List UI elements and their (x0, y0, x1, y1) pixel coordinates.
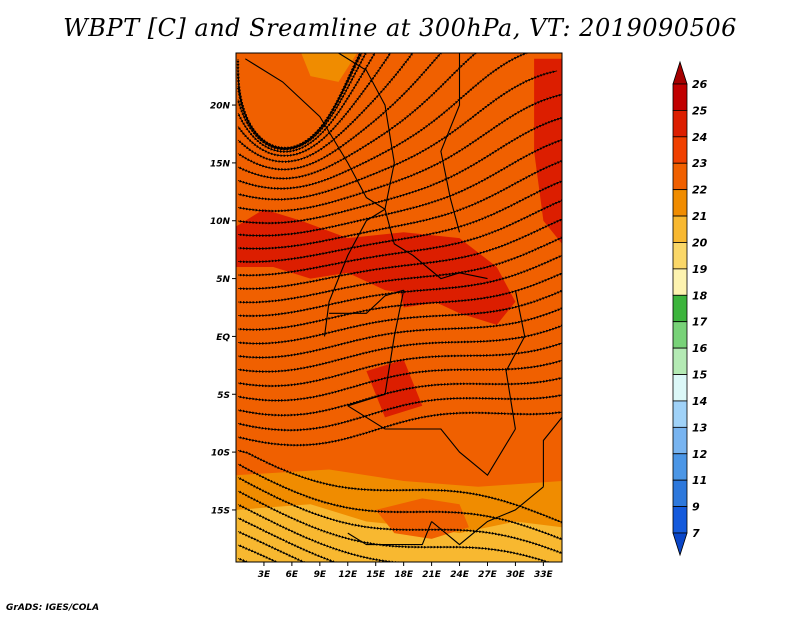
map-frame (235, 52, 563, 563)
colorbar-label: 22 (692, 184, 708, 197)
colorbar-segment (672, 506, 688, 534)
colorbar-segment (672, 479, 688, 507)
country-border (347, 521, 433, 546)
colorbar-segment (672, 162, 688, 191)
country-border (431, 486, 544, 546)
colorbar-label: 23 (692, 157, 708, 170)
colorbar-segment (672, 268, 688, 296)
colorbar-label: 24 (692, 131, 707, 144)
colorbar-label: 18 (692, 289, 708, 302)
colorbar-segment (672, 110, 688, 138)
country-border (347, 405, 516, 477)
lat-tick-label: EQ (216, 333, 230, 343)
colorbar-label: 14 (692, 395, 707, 408)
colorbar-label: 21 (692, 210, 707, 223)
lon-tick-label: 18E (394, 570, 414, 580)
colorbar-label: 20 (692, 236, 708, 249)
country-border (542, 417, 562, 487)
colorbar-label: 9 (692, 501, 700, 514)
colorbar-top-arrow (672, 60, 688, 85)
lon-tick-label: 33E (534, 570, 554, 580)
lat-tick-label: 10S (211, 449, 230, 459)
colorbar-segment (672, 242, 688, 270)
colorbar-label: 16 (692, 342, 708, 355)
lon-tick-label: 30E (506, 570, 526, 580)
country-borders (245, 53, 562, 546)
colorbar-bottom-arrow (672, 532, 688, 557)
colorbar-label: 12 (692, 448, 708, 461)
colorbar-segment (672, 83, 688, 111)
colorbar-label: 15 (692, 369, 708, 382)
colorbar-label: 19 (692, 263, 708, 276)
colorbar-segment (672, 189, 688, 217)
colorbar: 26 25 24 23 22 21 20 19 18 17 16 15 14 13 12 11 9 7 (672, 60, 708, 557)
lon-tick-label: 9E (314, 570, 327, 580)
latitude-axis: 20N 15N 10N 5N EQ 5S 10S 15S (210, 102, 236, 516)
country-border (384, 209, 488, 280)
chart-title: WBPT [C] and Sreamline at 300hPa, VT: 20… (63, 14, 737, 42)
lon-tick-label: 12E (338, 570, 358, 580)
lon-tick-label: 15E (366, 570, 386, 580)
country-border (440, 53, 461, 233)
lat-tick-label: 20N (210, 102, 231, 112)
colorbar-segment (672, 400, 688, 428)
lon-tick-label: 24E (450, 570, 470, 580)
country-border (347, 289, 405, 407)
streamline (237, 557, 255, 562)
country-border (338, 53, 395, 210)
colorbar-segment (672, 215, 688, 243)
lat-tick-label: 10N (210, 217, 231, 227)
country-border (245, 58, 386, 210)
country-border (329, 289, 404, 314)
colorbar-segment (672, 426, 688, 455)
lat-tick-label: 15S (211, 506, 230, 516)
lat-tick-label: 5S (217, 391, 230, 401)
lon-tick-label: 6E (286, 570, 299, 580)
lat-tick-label: 5N (216, 275, 230, 285)
grads-credit: GrADS: IGES/COLA (6, 603, 100, 613)
country-border (323, 208, 386, 337)
colorbar-segment (672, 374, 688, 402)
country-border (505, 289, 526, 430)
streamline (237, 544, 284, 562)
colorbar-segment (672, 453, 688, 481)
lon-tick-label: 21E (422, 570, 442, 580)
colorbar-label: 17 (692, 316, 708, 329)
colorbar-label: 25 (692, 104, 708, 117)
longitude-axis: 3E 6E 9E 12E 15E 18E 21E 24E 27E 30E 33E (258, 562, 554, 580)
lon-tick-label: 3E (258, 570, 271, 580)
streamline (237, 411, 562, 447)
colorbar-segment (672, 321, 688, 349)
colorbar-segment (672, 294, 688, 323)
colorbar-label: 26 (692, 78, 708, 91)
lon-tick-label: 27E (478, 570, 498, 580)
colorbar-segment (672, 347, 688, 375)
colorbar-label: 11 (692, 474, 707, 487)
lat-tick-label: 15N (210, 159, 231, 169)
colorbar-label: 13 (692, 421, 708, 434)
colorbar-label: 7 (692, 527, 700, 540)
colorbar-segment (672, 136, 688, 164)
